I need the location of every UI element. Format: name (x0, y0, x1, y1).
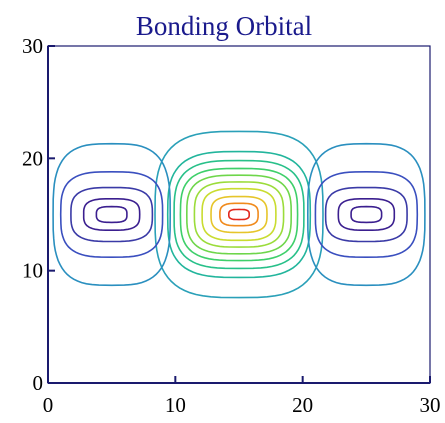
contour-line-1-0 (52, 142, 172, 287)
contour-line-1-4 (95, 205, 128, 224)
contour-line-0-1 (166, 150, 312, 279)
contour-line-1-2 (70, 186, 154, 243)
y-tick-label: 20 (22, 146, 43, 170)
y-tick-label: 10 (22, 259, 43, 283)
contour-line-0-2 (173, 159, 305, 270)
contour-line-2-0 (306, 142, 426, 287)
plot-frame (47, 45, 431, 384)
contour-line-0-0 (154, 130, 324, 299)
y-tick-label: 30 (22, 34, 43, 58)
contour-line-2-4 (350, 205, 383, 224)
contour-line-0-6 (201, 187, 277, 242)
contour-line-2-1 (314, 170, 419, 259)
x-tick-label: 0 (43, 393, 54, 417)
x-tick-label: 20 (292, 393, 313, 417)
contour-line-0-3 (179, 167, 299, 262)
contour-lines (52, 130, 426, 299)
contour-line-0-5 (193, 181, 285, 248)
axis-ticks: 0 10 20 30 0 10 20 30 (22, 34, 441, 417)
x-tick-label: 30 (420, 393, 441, 417)
x-tick-label: 10 (165, 393, 186, 417)
contour-line-0-8 (219, 202, 259, 227)
contour-line-0-9 (228, 208, 250, 221)
chart-title: Bonding Orbital (136, 11, 312, 41)
contour-line-1-1 (59, 170, 164, 259)
contour-line-0-4 (185, 174, 293, 255)
contour-line-0-7 (210, 195, 268, 234)
contour-line-2-3 (337, 198, 396, 231)
contour-line-2-2 (324, 186, 408, 243)
contour-line-1-3 (82, 198, 141, 231)
y-tick-label: 0 (33, 371, 44, 395)
